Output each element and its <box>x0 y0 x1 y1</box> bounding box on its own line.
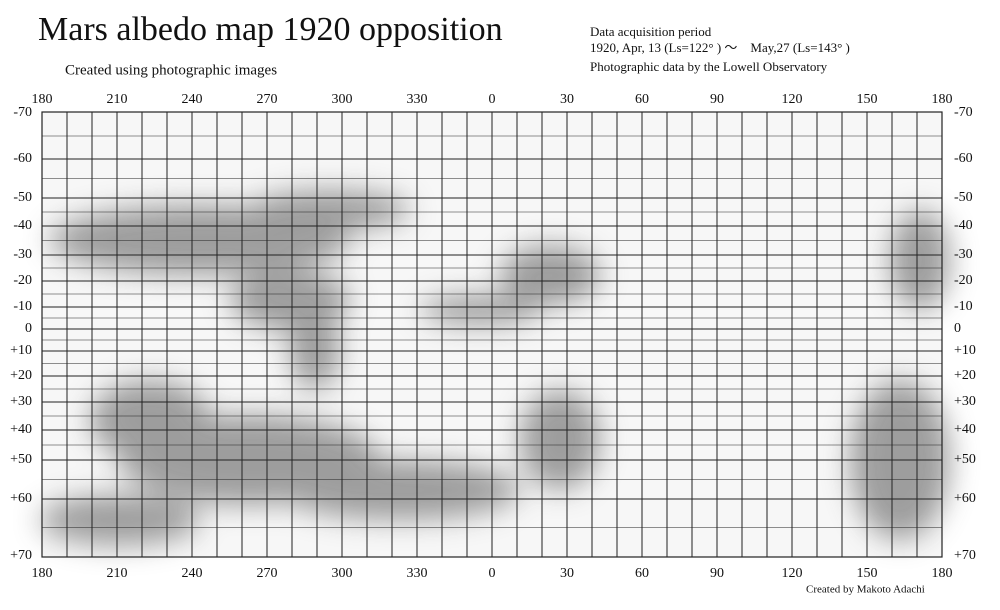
axis-labels: -70 -70 -60 -60 -50 -50 -40 -40 -30 -30 -20 -20 -10 -… <box>10 92 976 581</box>
latitude-label: -10 <box>13 299 32 314</box>
longitude-label: 270 <box>257 566 278 581</box>
longitude-label: 270 <box>257 92 278 107</box>
latitude-label: -30 <box>954 247 973 262</box>
longitude-label: 0 <box>489 566 496 581</box>
latitude-label: +20 <box>10 368 32 383</box>
latitude-label: -40 <box>13 218 32 233</box>
latitude-label: -20 <box>954 273 973 288</box>
title: Mars albedo map 1920 opposition <box>38 11 503 48</box>
longitude-label: 30 <box>560 566 574 581</box>
longitude-label: 330 <box>407 566 428 581</box>
latitude-label: -30 <box>13 247 32 262</box>
latitude-label: +30 <box>954 394 976 409</box>
latitude-label: -70 <box>954 105 973 120</box>
longitude-label: 210 <box>107 566 128 581</box>
credit: Created by Makoto Adachi <box>806 584 925 596</box>
latitude-label: -70 <box>13 105 32 120</box>
graticule <box>42 112 942 557</box>
longitude-label: 240 <box>182 566 203 581</box>
latitude-label: +20 <box>954 368 976 383</box>
latitude-label: +40 <box>10 422 32 437</box>
latitude-label: +30 <box>10 394 32 409</box>
longitude-label: 330 <box>407 92 428 107</box>
latitude-label: 0 <box>25 321 32 336</box>
longitude-label: 30 <box>560 92 574 107</box>
longitude-label: 60 <box>635 92 649 107</box>
longitude-label: 180 <box>932 566 953 581</box>
latitude-label: +60 <box>954 491 976 506</box>
longitude-label: 180 <box>32 92 53 107</box>
info-line: Data acquisition period <box>590 24 712 39</box>
longitude-label: 90 <box>710 566 724 581</box>
latitude-label: -20 <box>13 273 32 288</box>
longitude-label: 180 <box>32 566 53 581</box>
longitude-label: 150 <box>857 566 878 581</box>
latitude-label: -50 <box>954 190 973 205</box>
latitude-label: -10 <box>954 299 973 314</box>
latitude-label: 0 <box>954 321 961 336</box>
latitude-label: +70 <box>10 548 32 563</box>
albedo-features <box>40 190 950 545</box>
latitude-label: -60 <box>954 151 973 166</box>
longitude-label: 0 <box>489 92 496 107</box>
latitude-label: +50 <box>954 452 976 467</box>
longitude-label: 150 <box>857 92 878 107</box>
latitude-label: +70 <box>954 548 976 563</box>
longitude-label: 300 <box>332 566 353 581</box>
longitude-label: 300 <box>332 92 353 107</box>
longitude-label: 180 <box>932 92 953 107</box>
longitude-label: 90 <box>710 92 724 107</box>
latitude-label: +60 <box>10 491 32 506</box>
longitude-label: 60 <box>635 566 649 581</box>
latitude-label: -50 <box>13 190 32 205</box>
longitude-label: 240 <box>182 92 203 107</box>
latitude-label: +10 <box>10 343 32 358</box>
latitude-label: -60 <box>13 151 32 166</box>
latitude-label: -40 <box>954 218 973 233</box>
subtitle: Created using photographic images <box>65 62 277 78</box>
info-line: Photographic data by the Lowell Observat… <box>590 59 828 74</box>
latitude-label: +40 <box>954 422 976 437</box>
latitude-label: +10 <box>954 343 976 358</box>
latitude-label: +50 <box>10 452 32 467</box>
longitude-label: 120 <box>782 92 803 107</box>
longitude-label: 120 <box>782 566 803 581</box>
info-line: 1920, Apr, 13 (Ls=122° ) ～ May,27 (Ls=14… <box>590 40 850 55</box>
longitude-label: 210 <box>107 92 128 107</box>
